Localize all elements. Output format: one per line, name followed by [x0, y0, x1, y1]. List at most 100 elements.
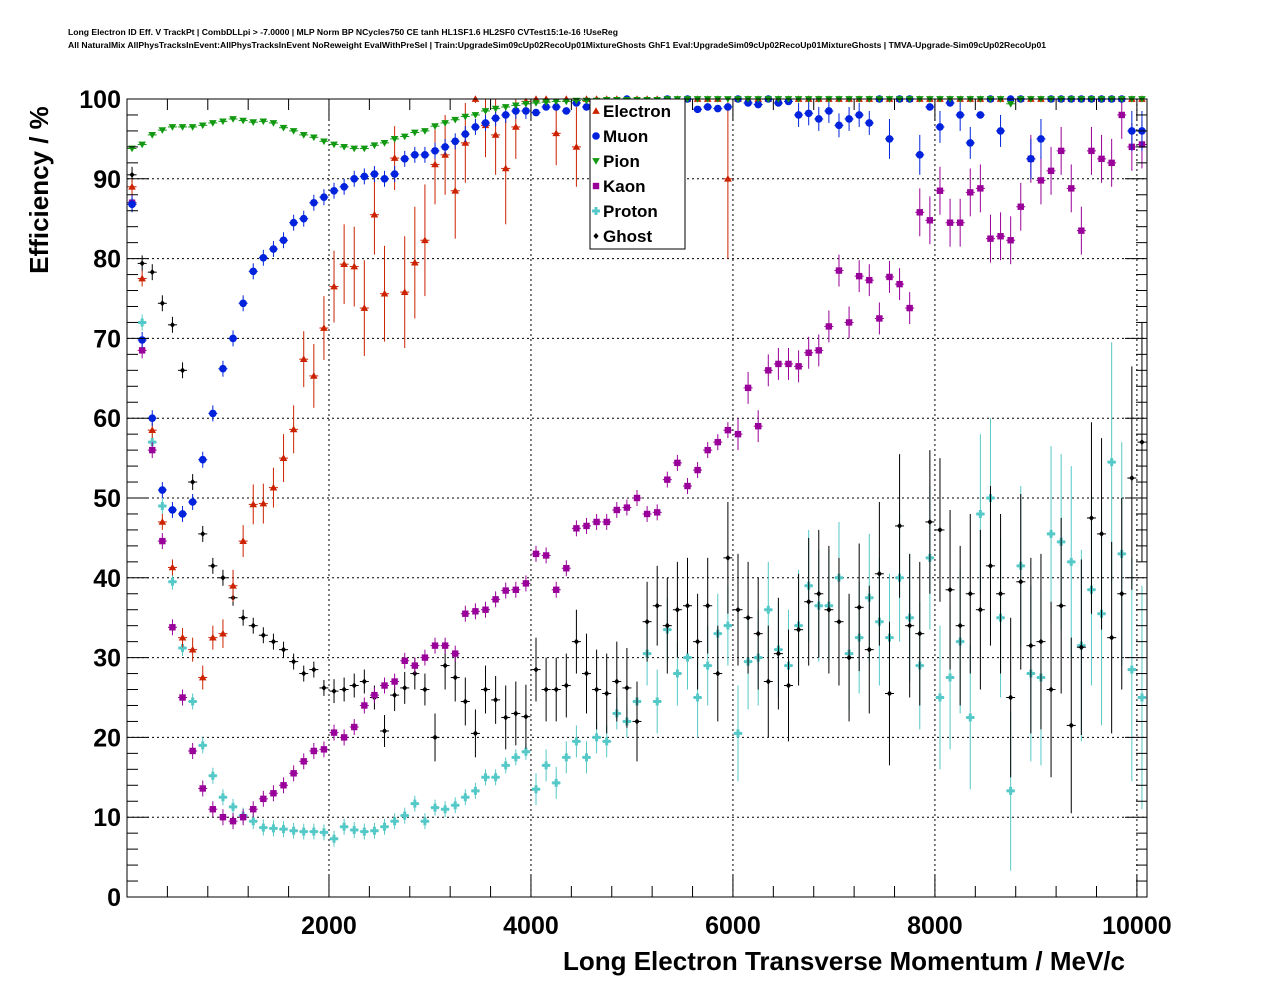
muon-point — [431, 147, 439, 155]
kaon-point — [300, 758, 307, 765]
proton-point — [683, 653, 692, 662]
muon-point — [239, 299, 247, 308]
y-tick-label: 50 — [93, 485, 121, 513]
pion-point — [471, 112, 480, 119]
kaon-point — [1078, 227, 1085, 234]
muon-point — [148, 414, 157, 423]
pion-point — [209, 120, 217, 127]
ghost-point — [684, 602, 691, 609]
electron-point — [421, 236, 429, 244]
kaon-point — [593, 518, 600, 526]
pion-point — [441, 120, 449, 127]
kaon-point — [876, 315, 883, 322]
kaon-point — [1098, 155, 1105, 163]
electron-point — [310, 372, 318, 379]
pion-point — [138, 141, 146, 149]
muon-point — [209, 409, 217, 418]
proton-point — [188, 697, 197, 706]
muon-point — [693, 105, 702, 114]
pion-point — [481, 108, 490, 115]
pion-point — [188, 124, 197, 131]
muon-point — [825, 107, 833, 115]
ghost-point — [583, 670, 590, 677]
x-tick-label: 10000 — [1102, 912, 1172, 940]
proton-point — [521, 747, 530, 756]
kaon-point — [290, 770, 297, 777]
legend-label-electron: Electron — [603, 102, 671, 121]
muon-point — [703, 103, 712, 111]
ghost-point — [917, 630, 923, 637]
electron-point — [512, 123, 520, 130]
ghost-point — [1018, 578, 1024, 585]
kaon-point — [573, 525, 580, 532]
proton-point — [249, 817, 258, 826]
ghost-point — [361, 678, 367, 685]
ghost-point — [553, 686, 559, 693]
muon-point — [774, 99, 783, 107]
ghost-point — [977, 606, 983, 613]
proton-point — [340, 822, 349, 831]
proton-point — [532, 785, 541, 794]
ghost-point — [785, 682, 792, 689]
ghost-point — [644, 618, 650, 625]
ghost-point — [563, 682, 569, 689]
electron-point — [320, 324, 328, 331]
kaon-point — [1108, 159, 1115, 167]
proton-point — [602, 737, 611, 746]
electron-point — [360, 304, 369, 311]
proton-point — [1006, 786, 1015, 795]
electron-point — [259, 499, 268, 507]
kaon-point — [855, 272, 863, 280]
proton-point — [289, 826, 298, 835]
proton-point — [1127, 665, 1136, 674]
kaon-point — [169, 624, 176, 631]
ghost-point — [452, 674, 458, 681]
electron-point — [289, 425, 298, 433]
y-tick-label: 80 — [93, 246, 121, 274]
pion-point — [178, 124, 187, 131]
kaon-point — [371, 691, 378, 699]
x-tick-label: 8000 — [907, 912, 963, 940]
muon-point — [350, 175, 359, 183]
ghost-point — [1028, 642, 1034, 649]
muon-point — [1128, 127, 1136, 135]
ghost-point — [856, 604, 862, 611]
muon-point — [552, 103, 561, 111]
kaon-point — [643, 510, 651, 518]
legend: Electron Muon Pion Kaon Proton Ghost — [589, 98, 686, 250]
pion-point — [461, 113, 470, 121]
proton-point — [299, 827, 308, 836]
pion-point — [219, 118, 227, 126]
kaon-point — [472, 608, 479, 615]
muon-point — [320, 193, 328, 201]
proton-point — [390, 817, 399, 826]
muon-point — [249, 267, 258, 276]
pion-point — [552, 98, 561, 106]
ghost-point — [957, 622, 963, 629]
proton-point — [420, 817, 429, 826]
muon-point — [724, 103, 732, 111]
pion-point — [310, 134, 318, 142]
electron-point — [400, 288, 409, 295]
ghost-point — [1109, 634, 1115, 641]
y-tick-label: 70 — [93, 325, 121, 353]
muon-point — [219, 364, 227, 373]
electron-point — [552, 129, 561, 137]
y-tick-label: 10 — [93, 804, 121, 832]
kaon-point — [340, 734, 348, 741]
kaon-point — [653, 509, 661, 516]
ghost-point — [795, 626, 802, 633]
muon-point — [441, 143, 449, 151]
y-tick-label: 30 — [93, 645, 121, 673]
muon-point — [168, 506, 177, 514]
pion-point — [370, 142, 379, 150]
electron-point — [209, 633, 217, 641]
kaon-point — [179, 694, 186, 701]
proton-point — [693, 693, 702, 702]
proton-point — [562, 753, 571, 762]
ghost-point — [190, 479, 196, 486]
muon-point — [289, 218, 298, 227]
ghost-point — [200, 530, 206, 537]
pion-point — [491, 105, 500, 113]
